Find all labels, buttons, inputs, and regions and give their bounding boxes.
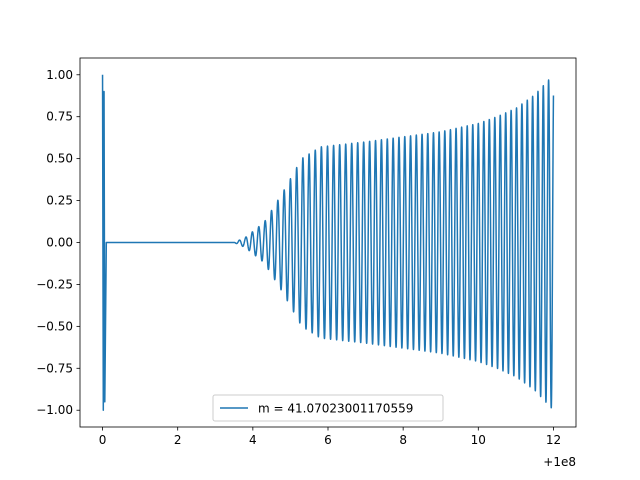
x-tick-label: 8 bbox=[399, 433, 407, 447]
legend: m = 41.07023001170559 bbox=[212, 394, 444, 422]
y-axis: 1.00 0.75 0.50 0.25 0.00 −0.25 −0.50 −0.75 −1.00 bbox=[36, 68, 80, 417]
series-line bbox=[101, 74, 555, 411]
x-offset-label: +1e8 bbox=[543, 455, 576, 469]
y-tick-label: −0.50 bbox=[36, 319, 73, 333]
x-axis: 0 2 4 6 8 10 12 bbox=[99, 427, 561, 447]
y-tick-label: −0.25 bbox=[36, 277, 73, 291]
y-tick-label: 0.25 bbox=[46, 194, 73, 208]
x-tick-label: 12 bbox=[546, 433, 561, 447]
x-tick-label: 2 bbox=[174, 433, 182, 447]
x-tick-label: 4 bbox=[249, 433, 257, 447]
y-tick-label: 1.00 bbox=[46, 68, 73, 82]
x-tick-label: 0 bbox=[99, 433, 107, 447]
x-tick-label: 10 bbox=[471, 433, 486, 447]
x-tick-label: 6 bbox=[324, 433, 332, 447]
y-tick-label: 0.50 bbox=[46, 152, 73, 166]
y-tick-label: 0.00 bbox=[46, 236, 73, 250]
legend-label: m = 41.07023001170559 bbox=[258, 402, 413, 416]
legend-box bbox=[212, 394, 444, 422]
y-tick-label: 0.75 bbox=[46, 110, 73, 124]
series-layer bbox=[101, 74, 555, 411]
y-tick-label: −1.00 bbox=[36, 403, 73, 417]
y-tick-label: −0.75 bbox=[36, 361, 73, 375]
